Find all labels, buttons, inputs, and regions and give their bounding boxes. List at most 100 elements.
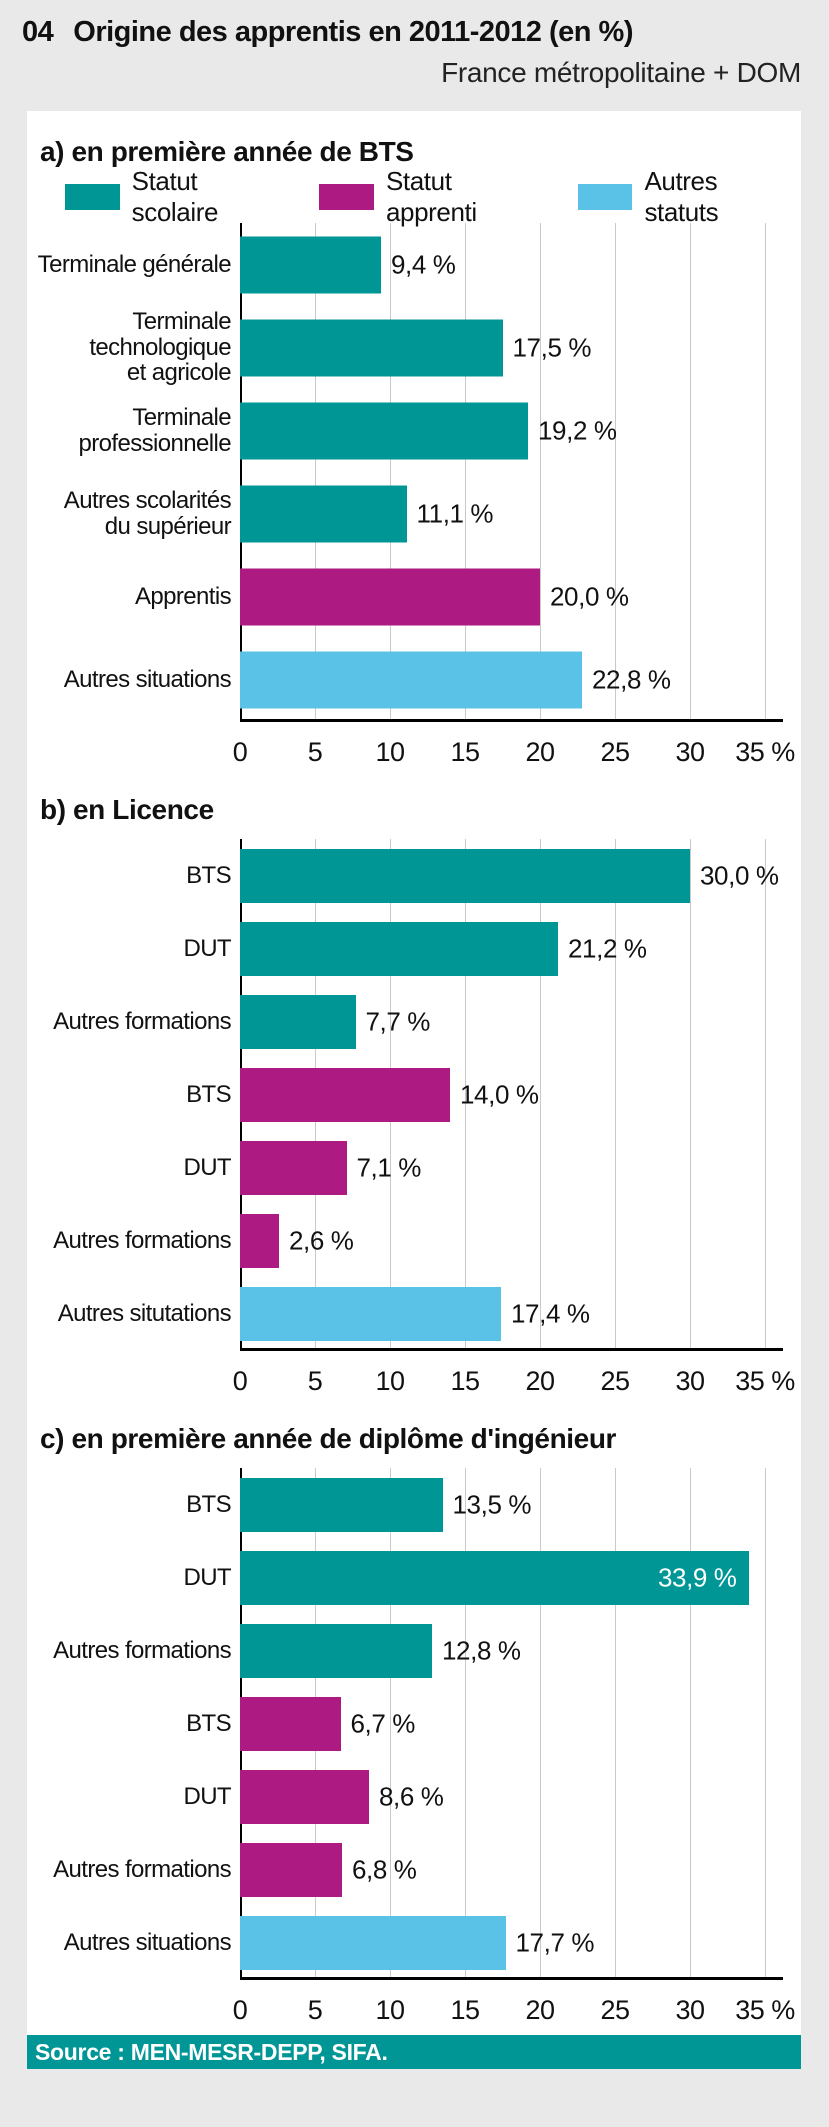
chart-c-title: c) en première année de diplôme d'ingéni… <box>40 1423 617 1454</box>
figure-header-line: 04 Origine des apprentis en 2011-2012 (e… <box>22 16 801 49</box>
x-tick-label: 20 <box>525 737 555 767</box>
legend-label: Statut scolaire <box>131 166 219 227</box>
chart-b-x-axis-ticks: 0 5 10 15 20 25 30 35 % <box>35 1350 796 1404</box>
category-label: Autres formations <box>53 1226 231 1254</box>
gridline <box>390 223 391 721</box>
category-label: DUT <box>183 934 231 962</box>
bar-row: BTS 14,0 % <box>35 1058 789 1131</box>
category-label: Autres formations <box>53 1636 231 1664</box>
x-axis-line <box>240 719 783 722</box>
bar <box>240 236 381 293</box>
legend-swatch-statut-apprenti <box>319 184 374 210</box>
bar-row: Terminale professionnelle 19,2 % <box>35 389 789 472</box>
gridline <box>690 1468 691 1979</box>
bar-track: 12,8 % <box>240 1614 789 1687</box>
figure-subtitle: France métropolitaine + DOM <box>441 57 801 88</box>
bar-track: 17,4 % <box>240 1277 789 1350</box>
value-label: 21,2 % <box>568 933 647 963</box>
x-tick-label: 35 % <box>735 1366 795 1396</box>
bar-row: Terminale générale 9,4 % <box>35 223 789 306</box>
value-label: 8,6 % <box>379 1781 444 1811</box>
bar-row: Autres formations 12,8 % <box>35 1614 789 1687</box>
bar-row: Autres situations 17,7 % <box>35 1906 789 1979</box>
gridline <box>540 223 541 721</box>
bar <box>240 1286 501 1341</box>
gridline <box>540 1468 541 1979</box>
gridline <box>690 839 691 1350</box>
value-label: 33,9 % <box>657 1562 737 1592</box>
value-label: 12,8 % <box>442 1635 521 1665</box>
chart-a-rows: Terminale générale 9,4 % Terminale technol… <box>35 223 789 722</box>
x-tick-label: 20 <box>525 1366 555 1396</box>
figure-number: 04 <box>22 16 54 48</box>
chart-a-plot: Terminale générale 9,4 % Terminale technol… <box>35 223 796 775</box>
bar-track: 33,9 % <box>240 1541 789 1614</box>
gridline <box>615 223 616 721</box>
figure-title: Origine des apprentis en 2011-2012 (en %… <box>73 16 633 48</box>
legend-label: Autres statuts <box>644 166 719 227</box>
bar <box>240 1842 342 1897</box>
bar <box>240 1213 279 1268</box>
chart-c-plot: BTS 13,5 % DUT 33,9 % Autres formations 12,8 … <box>35 1468 795 2027</box>
x-tick-label: 0 <box>232 1995 248 2025</box>
x-tick-label: 15 <box>450 1995 480 2025</box>
value-label: 20,0 % <box>550 581 629 611</box>
gridline <box>615 1468 616 1979</box>
gridline <box>765 223 766 721</box>
bar-track: 2,6 % <box>240 1204 789 1277</box>
gridline <box>540 839 541 1350</box>
bar-row: DUT 8,6 % <box>35 1760 789 1833</box>
bar-track: 8,6 % <box>240 1760 789 1833</box>
bar <box>240 1769 369 1824</box>
bar-track: 11,1 % <box>240 472 789 555</box>
category-label: BTS <box>186 1490 231 1518</box>
bar-row: Autres formations 7,7 % <box>35 985 789 1058</box>
value-label: 7,7 % <box>365 1006 431 1036</box>
legend: Statut scolaire Statut apprenti Autres s… <box>65 166 789 227</box>
legend-swatch-autres-statuts <box>577 184 633 210</box>
bar-row: BTS 30,0 % <box>35 839 789 912</box>
bar <box>240 1550 749 1605</box>
gridline <box>390 1468 391 1979</box>
x-tick-label: 35 % <box>735 1995 795 2025</box>
gridline <box>315 223 316 721</box>
x-tick-label: 30 <box>675 737 705 767</box>
x-tick-label: 30 <box>675 1366 705 1396</box>
bar-track: 6,7 % <box>240 1687 789 1760</box>
category-label: DUT <box>183 1782 231 1810</box>
chart-c-section: c) en première année de diplôme d'ingéni… <box>35 1422 795 2027</box>
value-label: 2,6 % <box>289 1225 354 1255</box>
bar-row: DUT 21,2 % <box>35 912 789 985</box>
x-tick-label: 20 <box>525 1995 555 2025</box>
bar-track: 7,7 % <box>240 985 789 1058</box>
chart-b-rows: BTS 30,0 % DUT 21,2 % Autres formations 7,7 %… <box>35 839 789 1351</box>
bar-track: 7,1 % <box>240 1131 789 1204</box>
chart-a-x-axis-ticks: 0 5 10 15 20 25 30 35 % <box>35 721 796 775</box>
bar-track: 14,0 % <box>240 1058 789 1131</box>
x-tick-label: 5 <box>307 1995 323 2025</box>
figure-header: 04 Origine des apprentis en 2011-2012 (e… <box>0 0 829 89</box>
legend-item-statut-scolaire: Statut scolaire <box>65 166 281 228</box>
gridline <box>690 223 691 721</box>
value-label: 17,5 % <box>512 332 592 362</box>
category-label: Autres situations <box>63 1928 232 1956</box>
category-label: Autres scolarités du supérieur <box>63 486 232 540</box>
bar <box>240 1915 506 1970</box>
value-label: 7,1 % <box>356 1152 422 1182</box>
legend-item-autres-statuts: Autres statuts <box>577 166 789 228</box>
category-label: Apprentis <box>135 582 232 610</box>
x-tick-label: 10 <box>375 1995 405 2025</box>
value-label: 17,7 % <box>515 1927 595 1957</box>
value-label: 22,8 % <box>592 664 671 694</box>
legend-label: Statut apprenti <box>385 166 477 227</box>
category-label: Autres formations <box>53 1007 231 1035</box>
category-label: Terminale générale <box>37 250 232 278</box>
x-tick-label: 10 <box>375 737 405 767</box>
source-bar: Source : MEN-MESR-DEPP, SIFA. <box>27 2035 801 2069</box>
category-label: BTS <box>186 1709 231 1737</box>
bar-track: 17,7 % <box>240 1906 789 1979</box>
x-tick-label: 30 <box>675 1995 705 2025</box>
value-label: 19,2 % <box>538 415 617 445</box>
bar <box>240 402 528 459</box>
